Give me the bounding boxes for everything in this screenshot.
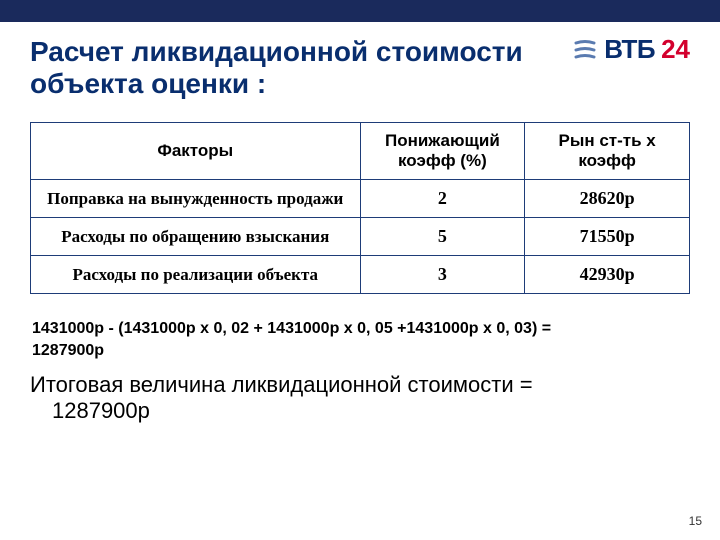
value-cell: 28620р <box>525 180 690 218</box>
top-bar <box>0 0 720 22</box>
factor-cell: Поправка на вынужденность продажи <box>31 180 361 218</box>
koeff-cell: 5 <box>360 218 525 256</box>
calculation-formula: 1431000р - (1431000р х 0, 02 + 1431000р … <box>30 318 690 361</box>
koeff-cell: 2 <box>360 180 525 218</box>
koeff-cell: 3 <box>360 256 525 294</box>
brand-name: ВТБ <box>604 34 655 65</box>
brand-suffix: 24 <box>661 34 690 65</box>
factors-table: Факторы Понижающий коэфф (%) Рын ст-ть х… <box>30 122 690 294</box>
formula-line1: 1431000р - (1431000р х 0, 02 + 1431000р … <box>32 318 690 340</box>
col-header-factors: Факторы <box>31 123 361 180</box>
value-cell: 71550р <box>525 218 690 256</box>
result-block: Итоговая величина ликвидационной стоимос… <box>30 372 690 425</box>
table-row: Поправка на вынужденность продажи 2 2862… <box>31 180 690 218</box>
page-number: 15 <box>689 514 702 528</box>
brand-logo: ВТБ 24 <box>572 34 690 65</box>
table-header-row: Факторы Понижающий коэфф (%) Рын ст-ть х… <box>31 123 690 180</box>
vtb-arcs-icon <box>572 37 598 63</box>
formula-line2: 1287900р <box>32 340 690 362</box>
factor-cell: Расходы по реализации объекта <box>31 256 361 294</box>
col-header-koeff: Понижающий коэфф (%) <box>360 123 525 180</box>
table-row: Расходы по обращению взыскания 5 71550р <box>31 218 690 256</box>
page-title: Расчет ликвидационной стоимости объекта … <box>30 36 530 100</box>
result-line2: 1287900р <box>30 398 690 424</box>
table-row: Расходы по реализации объекта 3 42930р <box>31 256 690 294</box>
result-line1: Итоговая величина ликвидационной стоимос… <box>30 372 690 398</box>
col-header-result: Рын ст-ть х коэфф <box>525 123 690 180</box>
value-cell: 42930р <box>525 256 690 294</box>
factor-cell: Расходы по обращению взыскания <box>31 218 361 256</box>
header-row: Расчет ликвидационной стоимости объекта … <box>30 36 690 100</box>
